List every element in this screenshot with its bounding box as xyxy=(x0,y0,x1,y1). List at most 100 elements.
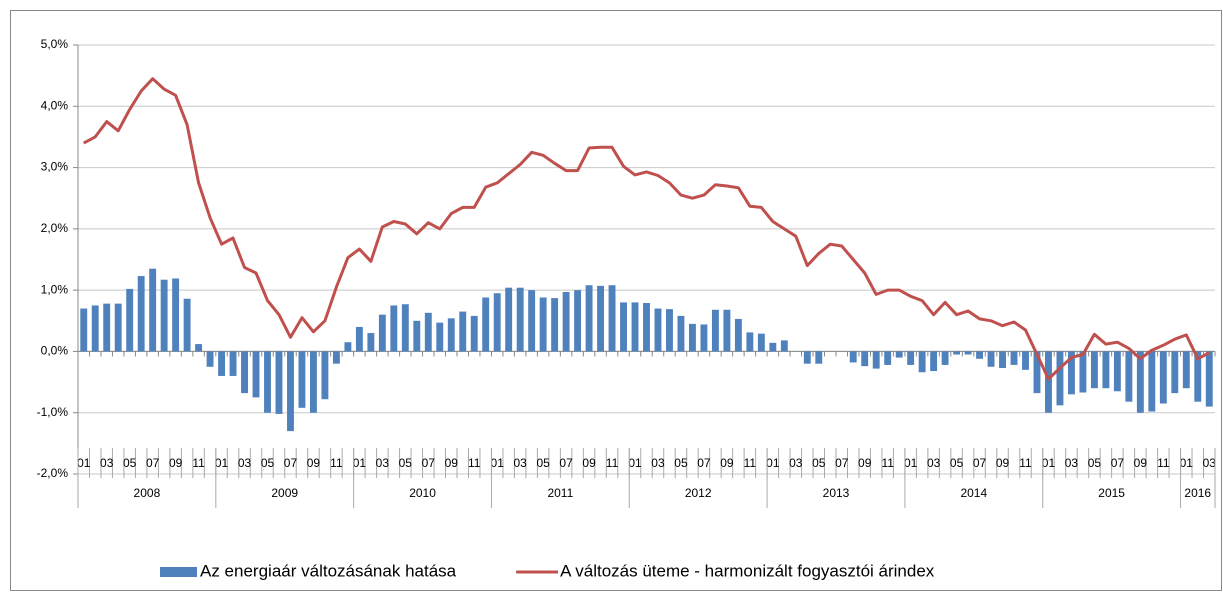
x-tick-label: 05 xyxy=(674,456,688,470)
x-tick-label: 03 xyxy=(100,456,114,470)
bar xyxy=(447,318,455,352)
bar xyxy=(528,290,536,352)
chart-border xyxy=(10,10,1222,591)
bar xyxy=(1159,351,1167,404)
x-tick-label: 11 xyxy=(1157,456,1170,470)
bar xyxy=(999,351,1006,368)
bar xyxy=(1090,351,1098,389)
bar xyxy=(309,351,317,413)
x-tick-label: 01 xyxy=(628,456,642,470)
y-tick-label: 1,0% xyxy=(41,282,69,296)
bar xyxy=(654,308,662,352)
bar xyxy=(126,288,134,352)
bar xyxy=(987,351,995,367)
bar xyxy=(183,298,191,352)
bar xyxy=(746,332,754,352)
bar xyxy=(1056,351,1064,406)
bar xyxy=(930,351,938,372)
x-tick-label: 11 xyxy=(330,456,343,470)
legend-swatch xyxy=(160,567,197,577)
year-label: 2016 xyxy=(1184,486,1211,500)
bar xyxy=(677,315,685,352)
x-tick-label: 09 xyxy=(996,456,1010,470)
bar xyxy=(413,320,421,352)
bar xyxy=(803,351,811,364)
x-tick-label: 07 xyxy=(973,456,987,470)
x-tick-label: 09 xyxy=(858,456,872,470)
bar xyxy=(941,351,949,365)
bar xyxy=(91,305,99,352)
x-tick-label: 03 xyxy=(376,456,390,470)
x-tick-label: 07 xyxy=(284,456,298,470)
year-label: 2012 xyxy=(685,486,712,500)
bar xyxy=(1045,351,1052,413)
bar xyxy=(436,322,444,352)
x-tick-label: 05 xyxy=(123,456,137,470)
bar xyxy=(229,351,237,376)
bar xyxy=(1194,351,1202,402)
bar xyxy=(401,304,409,352)
bar xyxy=(264,351,271,413)
bar xyxy=(344,342,352,352)
bar xyxy=(1136,351,1144,413)
bar xyxy=(321,351,329,400)
x-tick-label: 05 xyxy=(950,456,964,470)
bar xyxy=(1113,351,1121,392)
year-label: 2014 xyxy=(960,486,987,500)
bar xyxy=(1010,351,1018,365)
x-tick-label: 01 xyxy=(904,456,918,470)
bar xyxy=(815,351,823,364)
bar xyxy=(114,303,122,352)
bar xyxy=(964,351,972,355)
bar xyxy=(666,309,673,352)
year-label: 2010 xyxy=(409,486,436,500)
bar xyxy=(241,351,248,394)
y-tick-label: 2,0% xyxy=(41,221,69,235)
bar xyxy=(597,285,605,352)
bar xyxy=(1022,351,1029,370)
bar xyxy=(172,278,180,352)
x-tick-label: 11 xyxy=(606,456,619,470)
bar xyxy=(1033,351,1041,394)
bar xyxy=(723,309,731,352)
bar xyxy=(1067,351,1075,395)
bar xyxy=(160,279,168,352)
y-tick-label: -1,0% xyxy=(37,405,69,419)
bar xyxy=(551,298,559,352)
x-tick-label: 03 xyxy=(513,456,527,470)
x-tick-label: 05 xyxy=(399,456,413,470)
x-tick-label: 03 xyxy=(927,456,941,470)
y-tick-label: 3,0% xyxy=(41,160,69,174)
bar xyxy=(149,268,157,352)
bar xyxy=(643,303,650,352)
x-tick-label: 05 xyxy=(1088,456,1102,470)
bar xyxy=(390,305,398,352)
bar xyxy=(1102,351,1110,389)
x-tick-label: 01 xyxy=(1180,456,1194,470)
bar xyxy=(1182,351,1190,389)
bar xyxy=(872,351,880,369)
bar xyxy=(895,351,903,358)
x-tick-label: 03 xyxy=(238,456,252,470)
bar xyxy=(424,312,432,352)
x-tick-label: 01 xyxy=(766,456,780,470)
bar xyxy=(1079,351,1087,393)
bar xyxy=(884,351,892,365)
bar xyxy=(1125,351,1133,402)
bar xyxy=(252,351,260,398)
x-tick-label: 09 xyxy=(169,456,183,470)
y-tick-label: 4,0% xyxy=(41,98,69,112)
x-tick-label: 09 xyxy=(720,456,734,470)
year-label: 2009 xyxy=(271,486,298,500)
bar xyxy=(976,351,984,359)
bar xyxy=(1171,351,1179,394)
y-tick-label: 0,0% xyxy=(41,344,69,358)
bar xyxy=(780,340,788,352)
bar xyxy=(849,351,857,363)
x-tick-label: 07 xyxy=(1111,456,1125,470)
year-label: 2011 xyxy=(547,486,573,500)
bar xyxy=(953,351,961,355)
bar xyxy=(287,351,294,432)
x-tick-label: 09 xyxy=(1134,456,1148,470)
